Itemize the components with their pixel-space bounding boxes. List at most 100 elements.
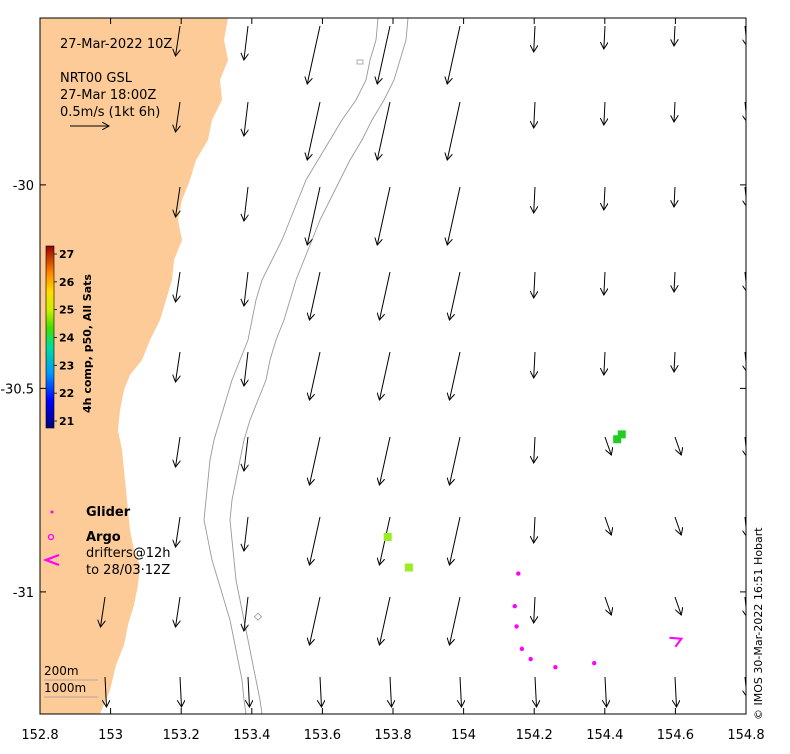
current-arrow bbox=[534, 25, 535, 52]
current-arrow bbox=[307, 186, 321, 245]
y-tick-label: -31 bbox=[13, 586, 34, 601]
colorbar-tick-label: 22 bbox=[59, 387, 74, 400]
current-arrow bbox=[309, 271, 321, 320]
drifter-point bbox=[519, 646, 525, 652]
current-arrow bbox=[449, 516, 461, 565]
sst-cells bbox=[383, 430, 626, 572]
sst-cell bbox=[383, 532, 392, 541]
drifter-point bbox=[553, 664, 558, 670]
x-tick-label: 153 bbox=[98, 728, 123, 743]
current-arrow bbox=[674, 351, 675, 372]
current-arrow bbox=[449, 351, 461, 400]
drifter-point bbox=[516, 571, 521, 576]
current-arrow bbox=[377, 186, 391, 245]
current-arrow bbox=[674, 101, 675, 122]
current-arrow bbox=[244, 351, 248, 386]
current-arrow bbox=[534, 596, 535, 623]
current-arrow bbox=[176, 596, 181, 627]
legend-glider: Glider bbox=[86, 505, 131, 520]
current-arrow bbox=[674, 596, 681, 615]
glider-marker bbox=[50, 510, 54, 514]
current-time-label: 27-Mar 18:00Z bbox=[60, 88, 156, 103]
current-arrow bbox=[460, 676, 462, 707]
legend-argo: Argo bbox=[86, 530, 121, 545]
current-arrow bbox=[377, 25, 391, 84]
current-arrow bbox=[449, 596, 461, 645]
legend: Glider Argo drifters@12h to 28/03·12Z bbox=[42, 505, 171, 578]
credit-text: © IMOS 30-Mar-2022 16:51 Hobart bbox=[752, 527, 765, 720]
drifter-head bbox=[669, 636, 684, 648]
x-tick-label: 154.6 bbox=[657, 728, 694, 743]
current-arrow bbox=[176, 25, 181, 56]
current-arrow bbox=[535, 676, 537, 707]
current-arrow bbox=[534, 436, 535, 463]
y-axis: -30 -30.5 -31 bbox=[0, 179, 746, 601]
isobath-label-200m: 200m bbox=[44, 664, 79, 678]
current-arrow bbox=[745, 186, 746, 207]
colorbar-label: 4h comp, p50, All Sats bbox=[81, 274, 94, 413]
drifter-point bbox=[514, 624, 519, 629]
isobath-1000m bbox=[229, 18, 409, 714]
sst-cell bbox=[617, 430, 626, 439]
sst-cell bbox=[404, 563, 413, 572]
x-tick-label: 153.4 bbox=[233, 728, 270, 743]
x-tick-label: 153.2 bbox=[163, 728, 200, 743]
current-arrow bbox=[307, 25, 321, 84]
current-arrow bbox=[449, 436, 461, 485]
colorbar-tick-label: 26 bbox=[59, 276, 75, 289]
current-arrow bbox=[244, 516, 248, 551]
drifter-marker bbox=[42, 553, 60, 567]
current-arrow bbox=[244, 596, 248, 631]
colorbar: 21 22 23 24 25 26 27 4h comp, p50, All Sats bbox=[45, 245, 94, 429]
current-arrow bbox=[447, 25, 461, 84]
current-source-label: NRT00 GSL bbox=[60, 71, 133, 86]
current-arrow bbox=[309, 596, 321, 645]
x-tick-label: 154 bbox=[451, 728, 476, 743]
current-arrow bbox=[745, 596, 746, 617]
drifter-track bbox=[512, 571, 684, 670]
current-arrow bbox=[674, 436, 681, 455]
current-arrow bbox=[379, 436, 391, 485]
current-arrow bbox=[176, 101, 181, 132]
colorbar-tick-label: 21 bbox=[59, 415, 74, 428]
scale-label: 0.5m/s (1kt 6h) bbox=[60, 105, 160, 120]
x-tick-label: 154.8 bbox=[727, 728, 764, 743]
current-arrow bbox=[534, 101, 535, 128]
x-tick-label: 152.8 bbox=[21, 728, 58, 743]
current-vectors bbox=[101, 25, 746, 707]
current-arrow bbox=[745, 351, 746, 372]
drifter-point bbox=[528, 656, 533, 662]
current-arrow bbox=[244, 271, 248, 306]
current-arrow bbox=[244, 25, 248, 60]
current-arrow bbox=[745, 516, 746, 537]
current-arrow bbox=[379, 351, 391, 400]
land-mass bbox=[40, 18, 228, 714]
legend-drifters-line2: to 28/03·12Z bbox=[86, 563, 170, 578]
current-arrow bbox=[534, 186, 535, 213]
y-tick-label: -30 bbox=[13, 179, 34, 194]
current-arrow bbox=[534, 516, 535, 543]
current-arrow bbox=[745, 101, 746, 122]
current-arrow bbox=[377, 101, 391, 160]
current-arrow bbox=[309, 436, 321, 485]
current-arrow bbox=[379, 516, 391, 565]
current-arrow bbox=[745, 676, 746, 697]
current-arrow bbox=[176, 436, 181, 467]
drifter-point bbox=[512, 603, 517, 609]
y-tick-label: -30.5 bbox=[0, 382, 34, 397]
colorbar-tick-label: 23 bbox=[59, 359, 74, 372]
current-arrow bbox=[309, 351, 321, 400]
current-arrow bbox=[244, 436, 248, 471]
current-arrow bbox=[447, 186, 461, 245]
current-arrow bbox=[534, 351, 535, 378]
x-tick-label: 154.4 bbox=[586, 728, 623, 743]
colorbar-tick-label: 24 bbox=[59, 332, 75, 345]
x-tick-label: 153.8 bbox=[374, 728, 411, 743]
current-arrow bbox=[674, 271, 675, 292]
current-arrow bbox=[180, 676, 182, 707]
current-arrow bbox=[248, 676, 250, 707]
current-arrow bbox=[390, 676, 392, 707]
current-arrow bbox=[674, 186, 675, 207]
current-arrow bbox=[604, 101, 605, 125]
